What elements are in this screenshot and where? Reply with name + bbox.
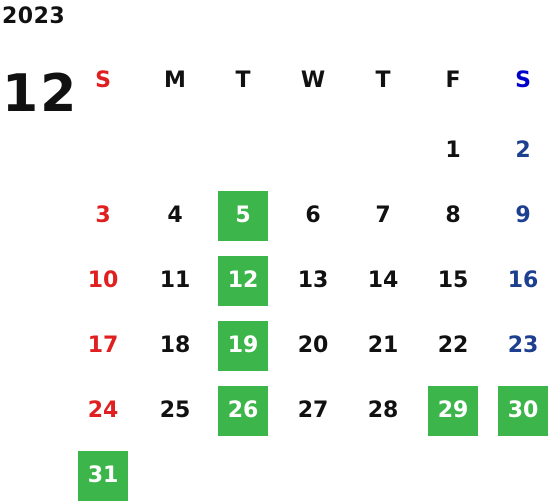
day-cell-7[interactable]: 7	[375, 203, 391, 228]
year-label: 2023	[2, 4, 66, 29]
weekday-thursday: T	[375, 68, 391, 93]
day-cell-11[interactable]: 11	[159, 268, 191, 293]
day-cell-18[interactable]: 18	[159, 333, 191, 358]
day-cell-4[interactable]: 4	[167, 203, 183, 228]
day-cell-17[interactable]: 17	[87, 333, 119, 358]
day-cell-16[interactable]: 16	[507, 268, 539, 293]
day-cell-10[interactable]: 10	[87, 268, 119, 293]
day-cell-13[interactable]: 13	[297, 268, 329, 293]
weekday-wednesday: W	[300, 68, 326, 93]
day-cell-8[interactable]: 8	[445, 203, 461, 228]
day-cell-1[interactable]: 1	[445, 138, 461, 163]
day-cell-29[interactable]: 29	[428, 386, 478, 436]
day-cell-22[interactable]: 22	[437, 333, 469, 358]
weekday-friday: F	[445, 68, 461, 93]
day-cell-21[interactable]: 21	[367, 333, 399, 358]
day-cell-28[interactable]: 28	[367, 398, 399, 423]
day-cell-14[interactable]: 14	[367, 268, 399, 293]
day-cell-12[interactable]: 12	[218, 256, 268, 306]
weekday-sunday: S	[95, 68, 111, 93]
day-cell-19[interactable]: 19	[218, 321, 268, 371]
day-cell-2[interactable]: 2	[515, 138, 531, 163]
day-cell-23[interactable]: 23	[507, 333, 539, 358]
month-number: 12	[2, 64, 79, 124]
day-cell-24[interactable]: 24	[87, 398, 119, 423]
day-cell-9[interactable]: 9	[515, 203, 531, 228]
day-cell-15[interactable]: 15	[437, 268, 469, 293]
day-cell-30[interactable]: 30	[498, 386, 548, 436]
day-cell-3[interactable]: 3	[95, 203, 111, 228]
day-cell-27[interactable]: 27	[297, 398, 329, 423]
day-cell-31[interactable]: 31	[78, 451, 128, 501]
weekday-monday: M	[164, 68, 186, 93]
day-cell-25[interactable]: 25	[159, 398, 191, 423]
weekday-tuesday: T	[235, 68, 251, 93]
day-cell-26[interactable]: 26	[218, 386, 268, 436]
day-cell-20[interactable]: 20	[297, 333, 329, 358]
day-cell-6[interactable]: 6	[305, 203, 321, 228]
weekday-saturday: S	[515, 68, 531, 93]
day-cell-5[interactable]: 5	[218, 191, 268, 241]
